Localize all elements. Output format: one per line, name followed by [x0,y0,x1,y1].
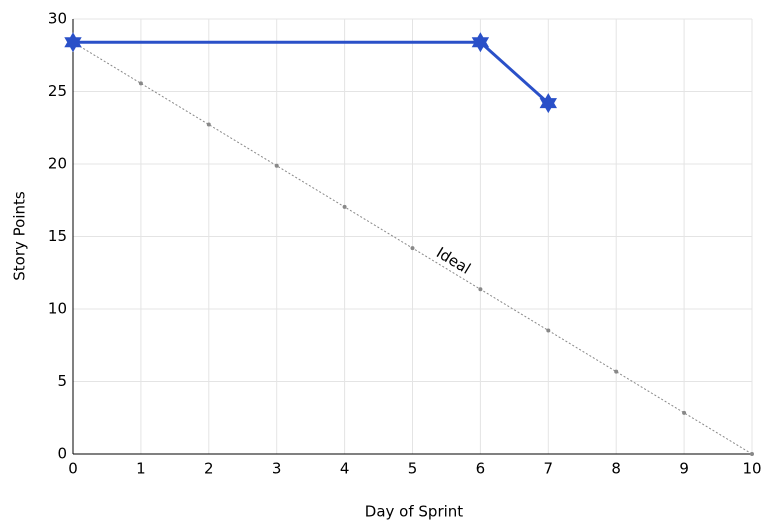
x-tick-label: 0 [68,460,78,478]
dot-marker [614,369,619,374]
x-tick-label: 6 [476,460,486,478]
dot-marker [410,246,415,251]
dot-marker [682,410,687,415]
y-tick-label: 5 [57,372,67,390]
dot-marker [342,204,347,209]
y-tick-label: 10 [48,300,67,318]
y-tick-label: 25 [48,82,67,100]
x-tick-label: 8 [611,460,621,478]
y-tick-label: 15 [48,227,67,245]
y-axis-label: Story Points [11,191,29,281]
dot-marker [138,81,143,86]
dot-marker [206,122,211,127]
dot-marker [478,287,483,292]
y-tick-label: 30 [48,10,67,28]
x-tick-label: 3 [272,460,282,478]
dot-marker [274,163,279,168]
x-tick-label: 1 [136,460,146,478]
star-marker [64,32,82,53]
dot-marker [750,452,754,456]
dot-marker [546,328,551,333]
x-tick-label: 10 [742,460,761,478]
x-axis-label: Day of Sprint [365,503,463,521]
x-tick-label: 2 [204,460,214,478]
x-tick-label: 9 [679,460,689,478]
x-tick-label: 7 [544,460,554,478]
y-tick-label: 20 [48,155,67,173]
x-tick-label: 5 [408,460,418,478]
star-marker [471,32,490,53]
star-marker [539,93,557,114]
actual-line [73,40,550,105]
x-tick-label: 4 [340,460,350,478]
y-tick-label: 0 [57,445,67,463]
